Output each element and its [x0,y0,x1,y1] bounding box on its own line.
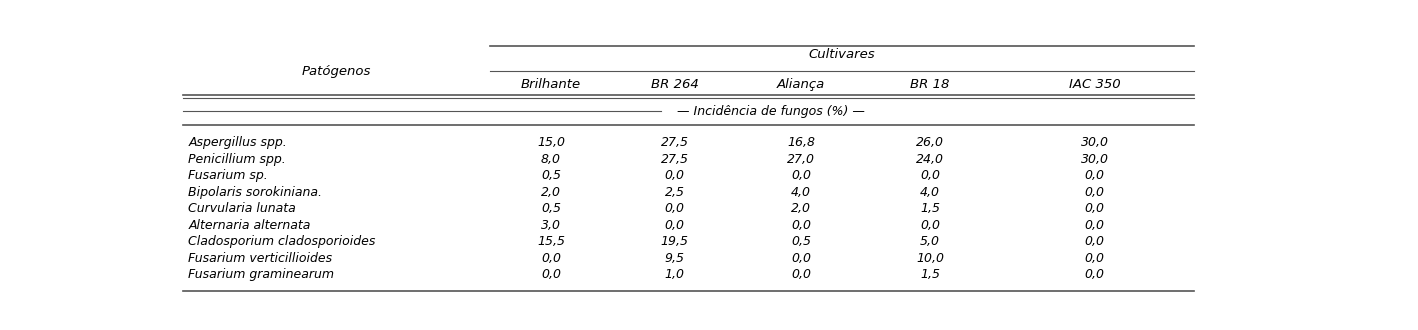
Text: 30,0: 30,0 [1081,136,1109,149]
Text: 0,0: 0,0 [1085,268,1105,281]
Text: 0,5: 0,5 [540,169,562,182]
Text: 2,0: 2,0 [791,202,811,215]
Text: 2,5: 2,5 [665,185,685,199]
Text: 5,0: 5,0 [920,235,940,248]
Text: Aliança: Aliança [777,78,825,90]
Text: Curvularia lunata: Curvularia lunata [189,202,296,215]
Text: 4,0: 4,0 [920,185,940,199]
Text: Aspergillus spp.: Aspergillus spp. [189,136,286,149]
Text: 0,0: 0,0 [665,169,685,182]
Text: 10,0: 10,0 [916,252,944,265]
Text: 0,5: 0,5 [791,235,811,248]
Text: Fusarium verticillioides: Fusarium verticillioides [189,252,332,265]
Text: Patógenos: Patógenos [302,65,372,79]
Text: 16,8: 16,8 [787,136,815,149]
Text: 1,5: 1,5 [920,202,940,215]
Text: 19,5: 19,5 [661,235,689,248]
Text: 30,0: 30,0 [1081,152,1109,166]
Text: 27,5: 27,5 [661,152,689,166]
Text: Cultivares: Cultivares [808,49,875,61]
Text: BR 264: BR 264 [651,78,699,90]
Text: Fusarium sp.: Fusarium sp. [189,169,268,182]
Text: Alternaria alternata: Alternaria alternata [189,218,311,232]
Text: 27,0: 27,0 [787,152,815,166]
Text: 8,0: 8,0 [540,152,562,166]
Text: 0,0: 0,0 [540,252,562,265]
Text: 0,0: 0,0 [540,268,562,281]
Text: 15,0: 15,0 [537,136,564,149]
Text: 0,0: 0,0 [791,252,811,265]
Text: Cladosporium cladosporioides: Cladosporium cladosporioides [189,235,376,248]
Text: 26,0: 26,0 [916,136,944,149]
Text: 24,0: 24,0 [916,152,944,166]
Text: 0,0: 0,0 [1085,235,1105,248]
Text: Fusarium graminearum: Fusarium graminearum [189,268,335,281]
Text: 0,0: 0,0 [1085,169,1105,182]
Text: 0,0: 0,0 [1085,202,1105,215]
Text: BR 18: BR 18 [910,78,950,90]
Text: 0,0: 0,0 [791,218,811,232]
Text: 0,0: 0,0 [920,218,940,232]
Text: — Incidência de fungos (%) —: — Incidência de fungos (%) — [678,105,865,118]
Text: 9,5: 9,5 [665,252,685,265]
Text: 15,5: 15,5 [537,235,564,248]
Text: 1,5: 1,5 [920,268,940,281]
Text: Brilhante: Brilhante [520,78,581,90]
Text: Penicillium spp.: Penicillium spp. [189,152,286,166]
Text: IAC 350: IAC 350 [1069,78,1120,90]
Text: 0,0: 0,0 [665,218,685,232]
Text: 1,0: 1,0 [665,268,685,281]
Text: 0,0: 0,0 [1085,218,1105,232]
Text: 0,5: 0,5 [540,202,562,215]
Text: 2,0: 2,0 [540,185,562,199]
Text: 0,0: 0,0 [791,169,811,182]
Text: 0,0: 0,0 [791,268,811,281]
Text: 3,0: 3,0 [540,218,562,232]
Text: 0,0: 0,0 [1085,252,1105,265]
Text: 0,0: 0,0 [920,169,940,182]
Text: 27,5: 27,5 [661,136,689,149]
Text: 4,0: 4,0 [791,185,811,199]
Text: Bipolaris sorokiniana.: Bipolaris sorokiniana. [189,185,322,199]
Text: 0,0: 0,0 [1085,185,1105,199]
Text: 0,0: 0,0 [665,202,685,215]
